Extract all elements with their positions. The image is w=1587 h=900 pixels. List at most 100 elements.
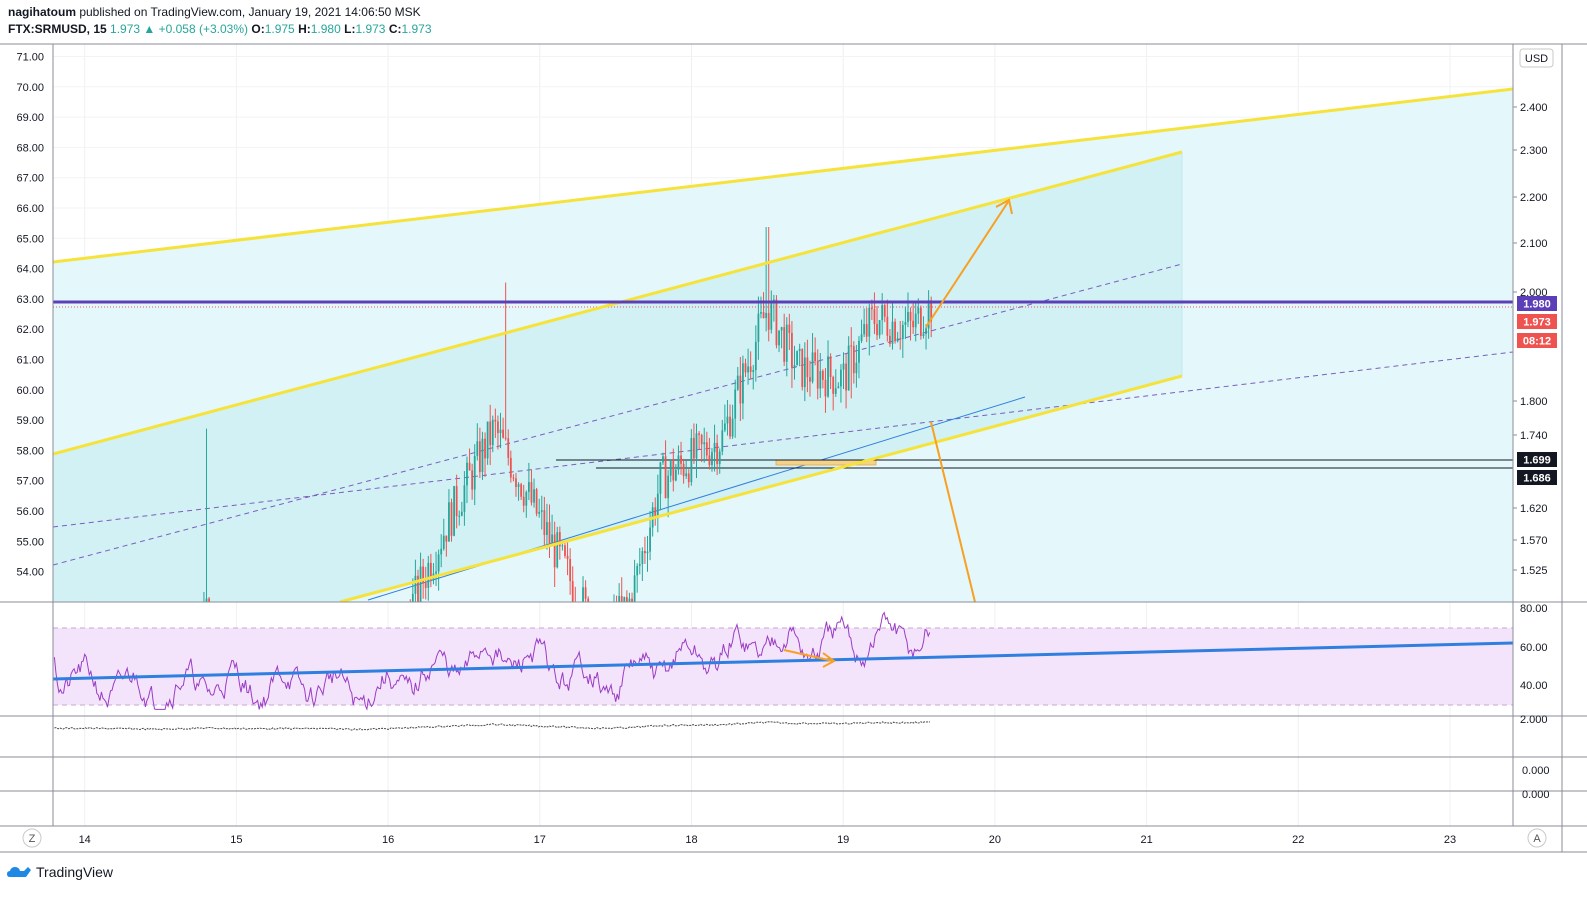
close-label: C: <box>388 22 402 36</box>
candle-body <box>411 593 414 602</box>
right-tick-label: 2.200 <box>1520 192 1548 204</box>
bar-countdown: 08:12 <box>1517 333 1557 348</box>
candle-body <box>907 311 909 323</box>
candle-body <box>791 332 793 368</box>
author-name[interactable]: nagihatoum <box>8 5 76 19</box>
candle-body <box>870 307 873 310</box>
rsi-line <box>53 611 931 711</box>
rsi-band-fill <box>53 628 1513 705</box>
candle-body <box>641 550 644 565</box>
candle-body <box>803 357 806 388</box>
candle-body <box>211 625 213 627</box>
candle-body <box>407 611 409 615</box>
candle-body <box>914 313 917 328</box>
candle-body <box>873 309 876 325</box>
pane3-series <box>54 721 931 731</box>
candle-body <box>419 566 422 602</box>
candle-body <box>788 324 791 333</box>
x-tick-label: 21 <box>1140 834 1152 846</box>
candle-body <box>713 442 716 453</box>
tradingview-logo[interactable]: TradingView <box>6 864 113 880</box>
price-tag-last-text: 1.973 <box>1523 317 1551 329</box>
candle-body <box>809 377 811 382</box>
candle-body <box>811 352 814 382</box>
candle-body <box>427 562 430 588</box>
left-tick-label: 54.00 <box>16 567 44 579</box>
candle-body <box>814 352 817 361</box>
candle-body <box>762 312 765 319</box>
candle-body <box>473 455 476 490</box>
candle-body <box>705 442 708 456</box>
left-tick-label: 57.00 <box>16 476 44 488</box>
candle-body <box>530 482 533 503</box>
candle-body <box>437 554 440 572</box>
candle-body <box>525 491 528 506</box>
left-tick-label: 61.00 <box>16 355 44 367</box>
last-price: 1.973 <box>110 22 141 36</box>
candle-body <box>450 502 453 536</box>
close-value: 1.973 <box>401 22 432 36</box>
candle-body <box>435 571 437 574</box>
candle-body <box>499 429 502 434</box>
candle-body <box>716 442 719 465</box>
candle-body <box>695 433 698 459</box>
price-tag-level2: 1.686 <box>1517 470 1557 485</box>
candle-body <box>876 324 878 336</box>
cloud-logo-icon <box>7 867 31 877</box>
candle-body <box>546 522 548 535</box>
left-tick-label: 63.00 <box>16 294 44 306</box>
candle-body <box>522 496 525 506</box>
symbol-name[interactable]: FTX:SRMUSD, 15 <box>8 22 107 36</box>
candle-body <box>904 322 907 325</box>
currency-button[interactable]: USD <box>1519 48 1554 68</box>
candle-body <box>775 299 778 346</box>
candle-body <box>399 621 401 628</box>
candle-body <box>566 555 569 560</box>
candle-body <box>834 388 837 394</box>
candle-body <box>489 421 492 446</box>
x-tick-label: 15 <box>230 834 242 846</box>
candle-body <box>463 485 466 512</box>
candle-body <box>535 489 538 514</box>
candle-body <box>363 708 365 713</box>
candle-body <box>618 595 621 602</box>
rsi-pane <box>53 611 1513 711</box>
candle-body <box>734 389 737 419</box>
candle-body <box>680 455 682 464</box>
right-tick-label: 2.100 <box>1520 238 1548 250</box>
rsi-clip-group <box>53 611 1513 711</box>
candle-body <box>829 356 832 377</box>
candle-body <box>448 502 450 542</box>
candle-body <box>494 419 497 422</box>
candle-body <box>628 598 631 602</box>
candle-body <box>561 545 564 547</box>
candle-body <box>577 607 579 618</box>
left-tick-label: 62.00 <box>16 324 44 336</box>
drawings-layer[interactable] <box>53 89 1513 602</box>
candle-body <box>669 461 672 476</box>
candle-body <box>739 375 742 404</box>
candle-body <box>698 433 700 435</box>
drawings-overlay[interactable] <box>53 87 1513 602</box>
rsi-tick-label: 60.00 <box>1520 642 1548 654</box>
candle-body <box>587 598 590 602</box>
candle-body <box>625 597 628 602</box>
right-tick-label: 1.740 <box>1520 430 1548 442</box>
price-tag-level2-text: 1.686 <box>1523 473 1551 485</box>
zoom-button[interactable]: Z <box>22 828 42 848</box>
candle-body <box>471 470 474 490</box>
candle-body <box>723 423 726 431</box>
candle-body <box>486 421 489 459</box>
x-tick-label: 16 <box>382 834 394 846</box>
bar-countdown-text: 08:12 <box>1523 336 1551 348</box>
candle-body <box>484 438 486 459</box>
x-tick-label: 22 <box>1292 834 1304 846</box>
x-tick-label: 17 <box>534 834 546 846</box>
candle-body <box>783 327 786 362</box>
candle-body <box>896 338 899 342</box>
auto-scale-button[interactable]: A <box>1527 828 1547 848</box>
candle-body <box>571 581 574 602</box>
candle-body <box>889 335 891 344</box>
candle-body <box>863 324 866 335</box>
